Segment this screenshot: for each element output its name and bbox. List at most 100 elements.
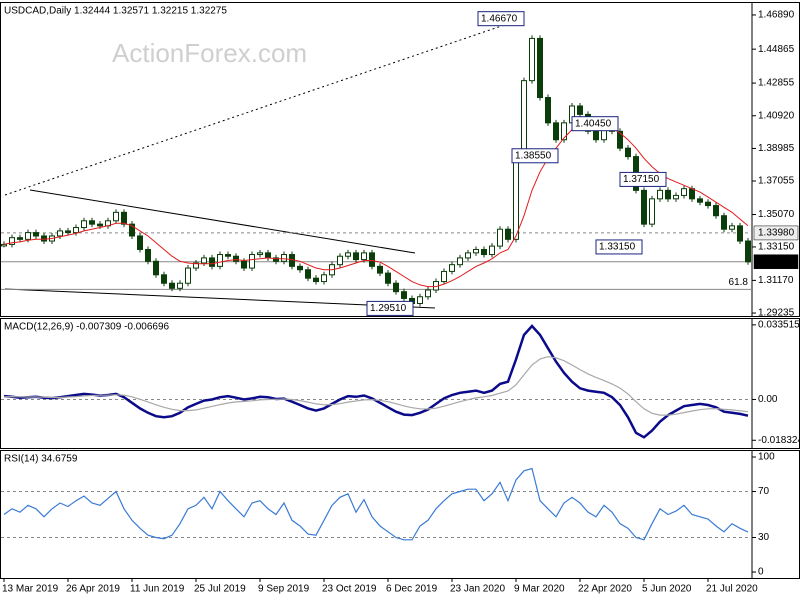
y-tick-label: -0.018324 bbox=[758, 435, 800, 446]
level-tag bbox=[753, 225, 799, 241]
candle bbox=[449, 264, 455, 272]
candle bbox=[233, 255, 239, 262]
candle bbox=[665, 189, 671, 200]
candle bbox=[697, 198, 703, 203]
candle bbox=[225, 254, 231, 257]
candle bbox=[321, 274, 327, 283]
x-tick-label: 13 Mar 2019 bbox=[2, 584, 59, 595]
trend-line bbox=[4, 288, 436, 309]
candle bbox=[577, 105, 583, 115]
candle bbox=[705, 201, 711, 207]
candle bbox=[33, 232, 39, 237]
candle bbox=[193, 262, 199, 269]
y-tick-label: 1.38985 bbox=[758, 143, 795, 154]
annotation-box bbox=[571, 116, 619, 132]
candle bbox=[401, 291, 407, 299]
candle bbox=[273, 257, 279, 262]
candle bbox=[649, 198, 655, 225]
x-tick-label: 9 Sep 2019 bbox=[258, 584, 310, 595]
level-label: 61.8 bbox=[729, 277, 749, 288]
candle bbox=[161, 274, 167, 284]
candle bbox=[313, 277, 319, 283]
candle bbox=[641, 189, 647, 225]
candle bbox=[673, 194, 679, 200]
candle bbox=[529, 37, 535, 82]
annotation-label: 1.46670 bbox=[481, 13, 518, 24]
candle bbox=[689, 188, 695, 200]
candle bbox=[73, 227, 79, 234]
panel-title: RSI(14) 34.6759 bbox=[4, 454, 78, 465]
annotation-label: 1.40450 bbox=[575, 118, 612, 129]
y-tick-label: 1.46890 bbox=[758, 10, 795, 21]
candle bbox=[457, 257, 463, 266]
candle bbox=[521, 80, 527, 158]
annotation-box bbox=[366, 300, 414, 316]
candle bbox=[217, 254, 223, 267]
y-tick-label: 0.00 bbox=[758, 394, 778, 405]
candle bbox=[201, 257, 207, 264]
y-tick-label: 1.29235 bbox=[758, 308, 795, 319]
candle bbox=[537, 37, 543, 99]
y-tick-label: 1.31170 bbox=[758, 275, 794, 286]
annotation-box bbox=[511, 148, 559, 164]
trend-line bbox=[4, 17, 526, 196]
candle bbox=[265, 252, 271, 259]
annotation-label: 1.37150 bbox=[623, 174, 660, 185]
annotation-box bbox=[619, 171, 667, 187]
candle bbox=[721, 215, 727, 230]
candle bbox=[249, 254, 255, 269]
y-tick-label: 1.44865 bbox=[758, 44, 795, 55]
candle bbox=[97, 223, 103, 227]
candle bbox=[353, 252, 359, 261]
candle bbox=[337, 255, 343, 266]
y-tick-label: 1.42855 bbox=[758, 78, 795, 89]
candle bbox=[657, 189, 663, 200]
trend-line bbox=[29, 189, 416, 254]
candle bbox=[281, 254, 287, 262]
candle bbox=[513, 156, 519, 240]
level-tag bbox=[753, 254, 799, 269]
candle bbox=[241, 260, 247, 269]
candle bbox=[377, 265, 383, 274]
candle bbox=[137, 235, 143, 250]
candle bbox=[113, 211, 119, 222]
indicator-line bbox=[3, 467, 749, 541]
candle bbox=[713, 205, 719, 217]
x-tick-label: 23 Oct 2019 bbox=[322, 584, 377, 595]
candle bbox=[177, 282, 183, 289]
candle bbox=[9, 237, 15, 245]
candle bbox=[129, 223, 135, 237]
candle bbox=[545, 97, 551, 124]
candle bbox=[345, 252, 351, 257]
annotation-box bbox=[477, 11, 525, 27]
candle bbox=[305, 269, 311, 279]
x-tick-label: 25 Jul 2019 bbox=[194, 584, 246, 595]
panel-title: MACD(12,26,9) -0.007309 -0.006696 bbox=[4, 322, 170, 333]
y-tick-label: 1.40920 bbox=[758, 110, 795, 121]
candle bbox=[617, 130, 623, 149]
level-tag-label: 1.33980 bbox=[758, 228, 795, 239]
candle bbox=[41, 235, 47, 242]
candle bbox=[297, 265, 303, 271]
y-tick-label: 1.33150 bbox=[758, 242, 795, 253]
candle bbox=[153, 260, 159, 276]
candle bbox=[489, 245, 495, 256]
candle bbox=[593, 130, 599, 141]
candle bbox=[65, 230, 71, 234]
candle bbox=[81, 220, 87, 229]
candle bbox=[417, 296, 423, 305]
candle bbox=[209, 257, 215, 267]
candle bbox=[465, 252, 471, 259]
candle bbox=[257, 252, 263, 256]
y-tick-label: 1.35070 bbox=[758, 209, 795, 220]
candle bbox=[441, 270, 447, 283]
candle bbox=[481, 248, 487, 256]
x-tick-label: 22 Apr 2020 bbox=[578, 584, 632, 595]
candle bbox=[737, 225, 743, 242]
y-tick-label: 100 bbox=[758, 452, 775, 463]
candle bbox=[169, 282, 175, 289]
candle bbox=[57, 230, 63, 237]
x-tick-label: 11 Jun 2019 bbox=[130, 584, 185, 595]
y-tick-label: 30 bbox=[758, 532, 770, 543]
